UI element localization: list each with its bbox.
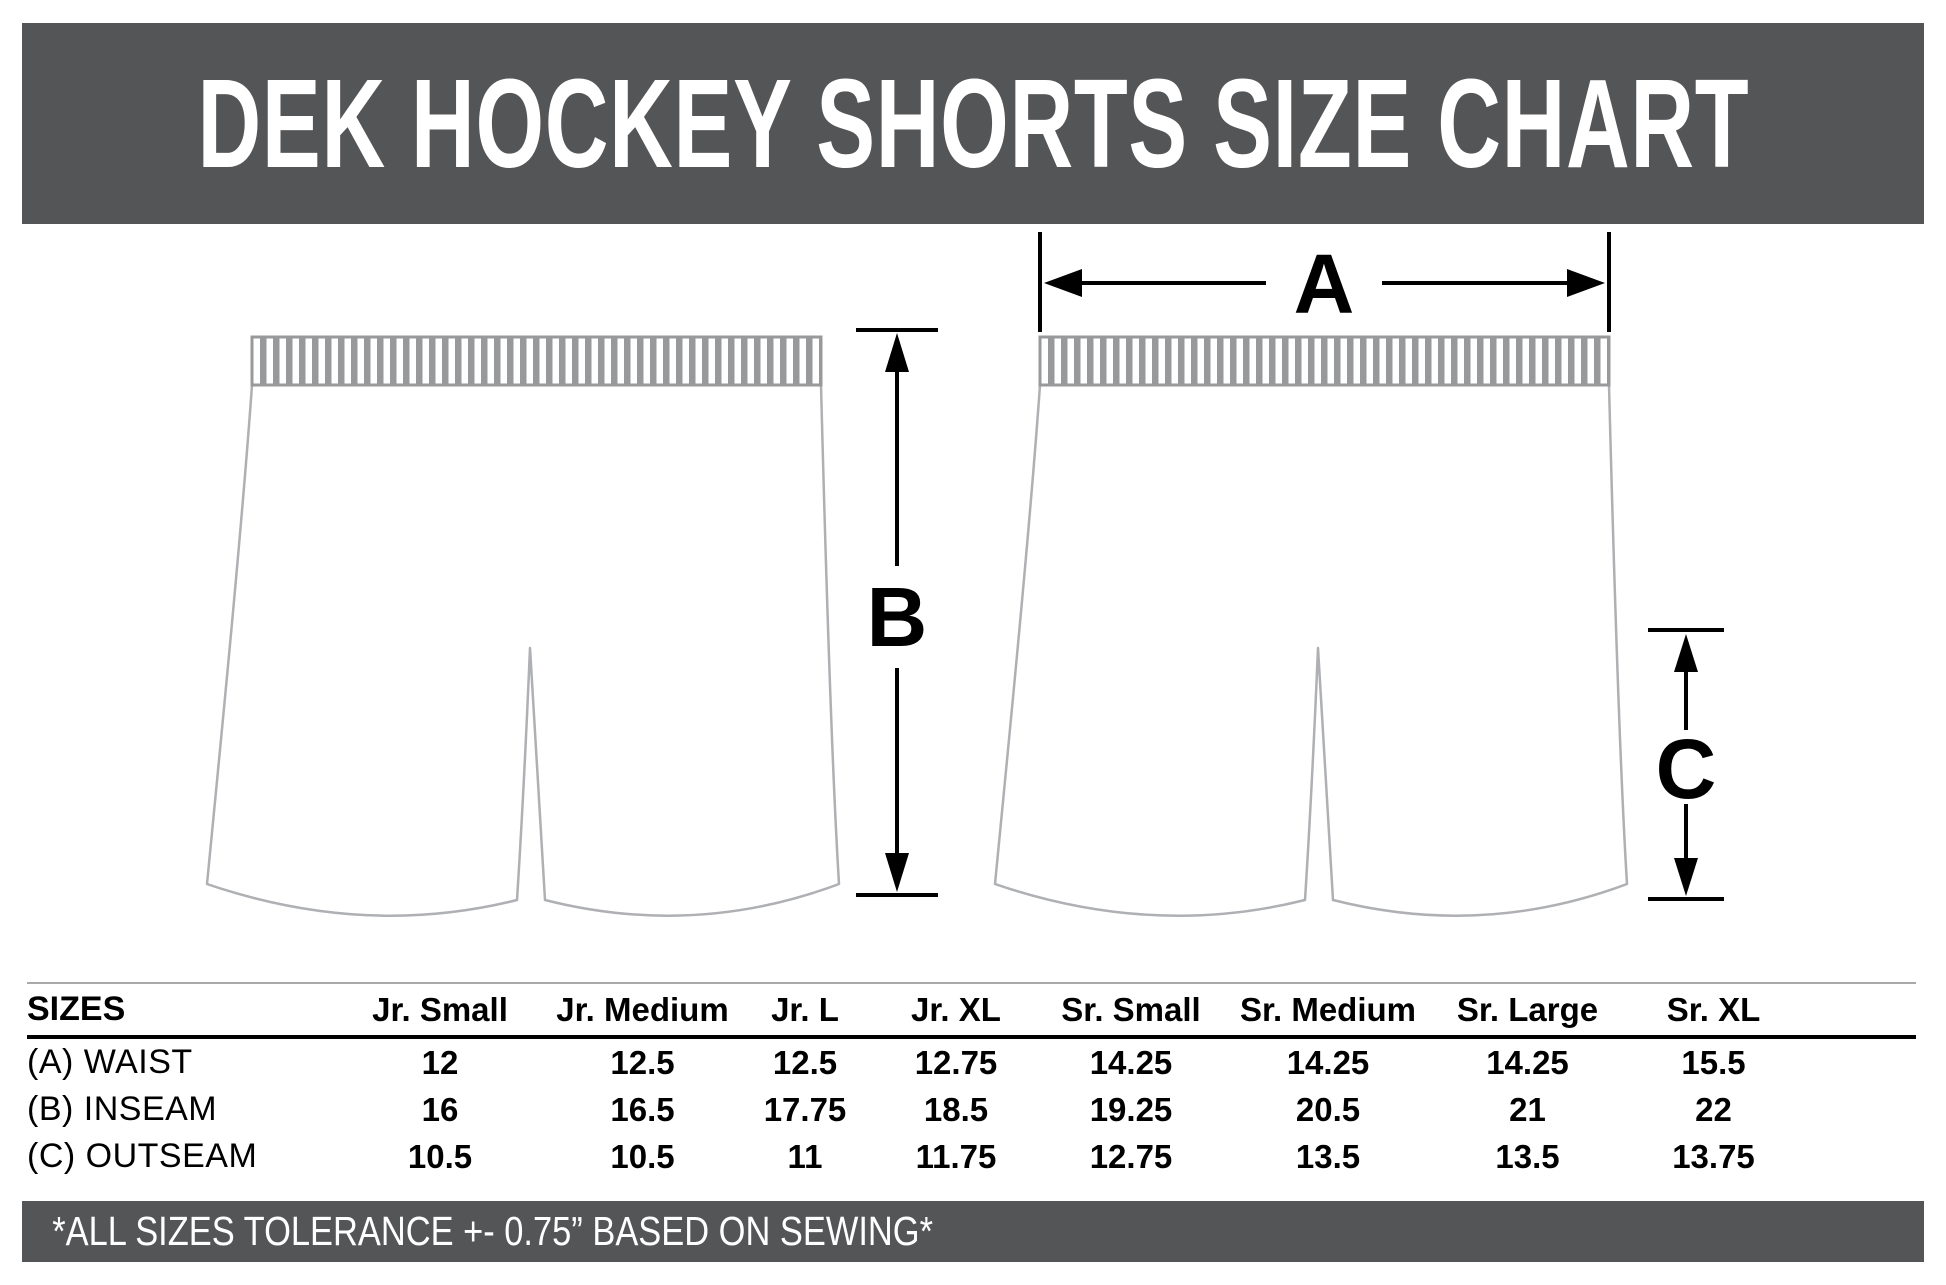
shorts-back-illustration (993, 335, 1629, 918)
dim-a-right-arrowhead (1567, 269, 1605, 297)
waist-value: 12.5 (610, 1043, 675, 1081)
waist-value: 14.25 (1089, 1043, 1173, 1081)
dim-a-left-arrowhead (1044, 269, 1082, 297)
waist-value: 12.5 (772, 1043, 838, 1081)
outseam-value: 11 (787, 1137, 823, 1175)
column-header-sr-large: Sr. Large (1456, 990, 1599, 1028)
waist-value: 14.25 (1486, 1043, 1569, 1081)
inseam-value: 20.5 (1295, 1090, 1361, 1128)
outseam-value: 10.5 (407, 1137, 473, 1175)
page-title: DEK HOCKEY SHORTS SIZE CHART (197, 52, 1749, 194)
outseam-value: 10.5 (610, 1137, 675, 1175)
size-table: SIZES Jr. Small Jr. Medium Jr. L Jr. XL … (27, 982, 1916, 1180)
dim-b-label: B (867, 570, 928, 664)
shorts-front-illustration (205, 335, 841, 918)
row-label-outseam: (C) OUTSEAM (27, 1137, 258, 1175)
title-banner: DEK HOCKEY SHORTS SIZE CHART (22, 23, 1924, 224)
footer-banner: *ALL SIZES TOLERANCE +- 0.75” BASED ON S… (22, 1201, 1924, 1262)
dim-b-up-arrowhead (885, 333, 909, 372)
dim-c-label: C (1656, 722, 1717, 816)
waist-value: 12.75 (914, 1043, 998, 1081)
column-header-sr-small: Sr. Small (1061, 990, 1201, 1028)
column-header-jr-small: Jr. Small (372, 990, 508, 1028)
dim-c-up-arrowhead (1674, 634, 1698, 672)
inseam-value: 22 (1695, 1090, 1732, 1128)
outseam-value: 12.75 (1089, 1137, 1173, 1175)
outseam-value: 11.75 (915, 1137, 997, 1175)
inseam-value: 16 (421, 1090, 459, 1128)
column-header-sr-medium: Sr. Medium (1239, 990, 1417, 1028)
row-label-inseam: (B) INSEAM (27, 1090, 218, 1128)
table-row-outseam: (C) OUTSEAM 10.5 10.5 11 11.75 12.75 13.… (27, 1133, 1916, 1180)
dim-b-down-arrowhead (885, 853, 909, 892)
dimension-b-inseam: B (856, 328, 938, 897)
inseam-value: 19.25 (1089, 1090, 1173, 1128)
column-header-jr-xl: Jr. XL (911, 990, 1001, 1028)
outseam-value: 13.75 (1672, 1137, 1755, 1175)
table-row-inseam: (B) INSEAM 16 16.5 17.75 18.5 19.25 20.5… (27, 1086, 1916, 1133)
column-header-jr-medium: Jr. Medium (556, 990, 729, 1028)
inseam-value: 18.5 (923, 1090, 989, 1128)
waist-value: 14.25 (1286, 1043, 1370, 1081)
row-label-waist: (A) WAIST (27, 1043, 193, 1081)
waist-value: 12 (421, 1043, 459, 1081)
column-header-sr-xl: Sr. XL (1666, 990, 1761, 1028)
waist-value: 15.5 (1681, 1043, 1746, 1081)
column-header-jr-l: Jr. L (771, 990, 839, 1028)
table-header-row: SIZES Jr. Small Jr. Medium Jr. L Jr. XL … (27, 982, 1916, 1039)
table-row-waist: (A) WAIST 12 12.5 12.5 12.75 14.25 14.25… (27, 1039, 1916, 1086)
dimension-c-outseam: C (1648, 628, 1724, 901)
inseam-value: 21 (1509, 1090, 1546, 1128)
table-corner-label: SIZES (27, 990, 126, 1028)
inseam-value: 17.75 (763, 1090, 847, 1128)
inseam-value: 16.5 (610, 1090, 675, 1128)
outseam-value: 13.5 (1495, 1137, 1560, 1175)
dimension-a-waist: A (1038, 232, 1611, 332)
outseam-value: 13.5 (1295, 1137, 1361, 1175)
tolerance-note: *ALL SIZES TOLERANCE +- 0.75” BASED ON S… (52, 1208, 933, 1254)
dim-a-label: A (1294, 237, 1355, 331)
dim-c-down-arrowhead (1674, 858, 1698, 896)
